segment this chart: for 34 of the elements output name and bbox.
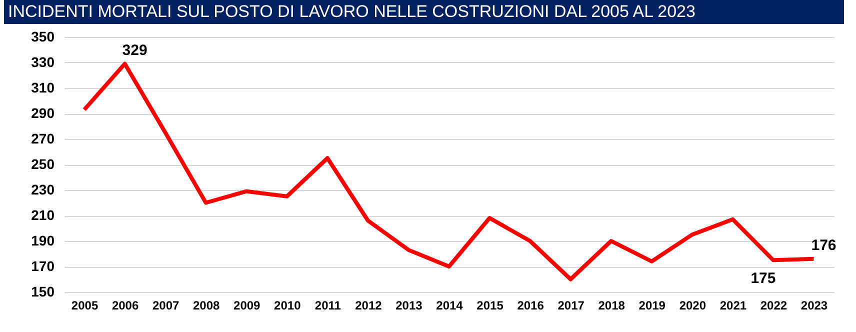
x-tick-label: 2010 <box>274 298 302 312</box>
x-tick-label: 2018 <box>598 298 626 312</box>
x-tick-label: 2022 <box>760 298 788 312</box>
x-tick-label: 2005 <box>71 298 98 312</box>
y-tick-label: 270 <box>31 130 55 146</box>
y-tick-label: 350 <box>31 28 55 44</box>
x-tick-label: 2015 <box>476 298 504 312</box>
y-tick-label: 230 <box>31 182 55 198</box>
y-tick-label: 170 <box>31 258 55 274</box>
chart-title: INCIDENTI MORTALI SUL POSTO DI LAVORO NELLE COSTRUZIONI DAL 2005 AL 2023 <box>8 2 696 21</box>
y-tick-label: 310 <box>31 80 55 96</box>
y-tick-label: 290 <box>31 105 55 121</box>
x-tick-label: 2007 <box>152 298 180 312</box>
x-tick-label: 2023 <box>800 298 828 312</box>
x-tick-label: 2011 <box>314 298 342 312</box>
x-tick-label: 2014 <box>436 298 464 312</box>
y-tick-label: 330 <box>31 54 55 70</box>
y-tick-label: 210 <box>31 207 55 223</box>
x-tick-label: 2019 <box>638 298 666 312</box>
x-tick-label: 2012 <box>355 298 382 312</box>
x-tick-label: 2017 <box>558 298 585 312</box>
y-tick-label: 190 <box>31 232 55 248</box>
y-tick-label: 150 <box>31 284 55 300</box>
data-label: 329 <box>122 42 148 59</box>
x-tick-label: 2021 <box>720 298 747 312</box>
x-tick-label: 2016 <box>517 298 544 312</box>
x-tick-label: 2013 <box>396 298 423 312</box>
x-tick-label: 2006 <box>112 298 139 312</box>
data-label: 176 <box>811 236 836 254</box>
x-tick-label: 2009 <box>234 298 261 312</box>
y-tick-label: 250 <box>31 156 55 172</box>
x-tick-label: 2008 <box>192 298 220 312</box>
x-tick-label: 2020 <box>679 298 706 312</box>
data-label: 175 <box>750 270 776 288</box>
